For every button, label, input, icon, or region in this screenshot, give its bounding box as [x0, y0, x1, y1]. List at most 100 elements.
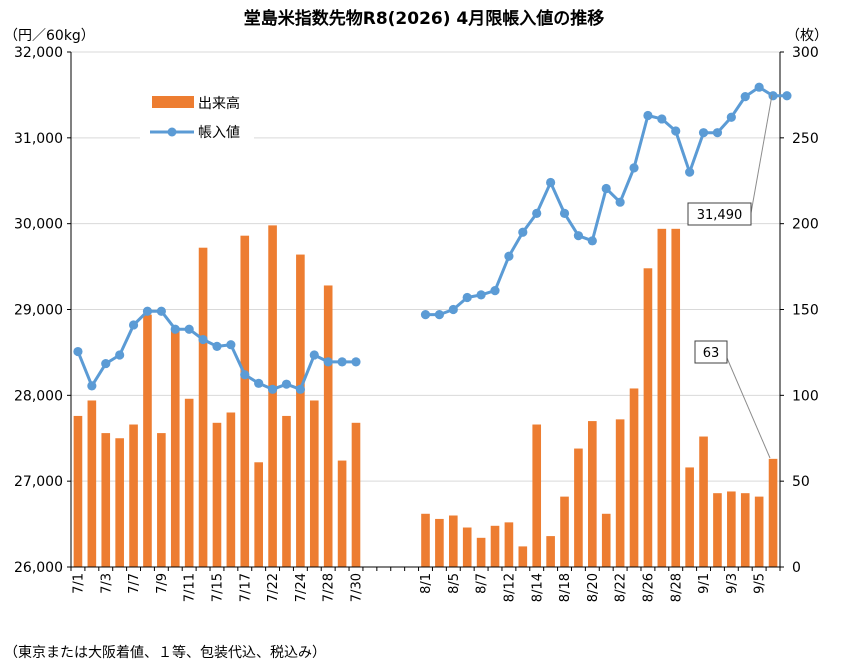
left-tick-label: 26,000 — [14, 560, 63, 576]
right-tick-label: 100 — [792, 388, 819, 404]
x-tick-label: 8/1 — [419, 573, 434, 594]
callout-volume-leader — [726, 357, 771, 459]
volume-bar — [727, 491, 736, 567]
price-point — [128, 320, 139, 330]
price-point — [559, 208, 570, 218]
x-tick-label: 7/3 — [99, 573, 114, 594]
price-point — [267, 384, 278, 394]
price-point — [615, 197, 625, 207]
x-tick-label: 7/22 — [266, 573, 281, 602]
left-tick-label: 30,000 — [14, 217, 63, 233]
x-tick-label: 8/7 — [475, 573, 490, 594]
price-point — [629, 163, 639, 173]
price-point — [115, 350, 125, 360]
volume-bar — [296, 254, 305, 568]
right-tick-label: 300 — [792, 45, 819, 61]
volume-bar — [740, 493, 750, 567]
callout-price-label: 31,490 — [697, 208, 743, 223]
volume-bar — [768, 458, 778, 567]
price-point — [323, 357, 333, 367]
volume-bar — [101, 433, 111, 567]
price-point — [768, 91, 778, 101]
x-tick-label: 7/30 — [350, 573, 365, 602]
price-point — [518, 227, 528, 237]
price-point — [73, 346, 83, 357]
x-tick-label: 9/5 — [753, 573, 768, 594]
price-point — [309, 350, 319, 360]
x-tick-label: 7/15 — [211, 573, 226, 602]
x-tick-label: 8/5 — [447, 573, 462, 594]
volume-bar — [198, 247, 208, 567]
volume-bar — [671, 228, 681, 568]
volume-bar — [588, 421, 597, 567]
callout-volume-label: 63 — [703, 346, 720, 361]
right-tick-label: 50 — [792, 474, 810, 490]
volume-bar — [143, 314, 152, 567]
price-point — [226, 340, 236, 350]
volume-bar — [157, 433, 166, 567]
price-point — [782, 91, 792, 101]
price-point — [254, 378, 264, 388]
callout-volume: 63 — [694, 340, 771, 459]
volume-bar — [615, 419, 625, 567]
price-point — [490, 286, 500, 296]
price-point — [420, 310, 431, 320]
right-tick-label: 250 — [792, 131, 819, 147]
left-tick-label: 29,000 — [14, 303, 63, 319]
price-point — [87, 381, 97, 391]
price-point — [671, 126, 681, 136]
price-point — [698, 128, 709, 138]
price-point — [212, 341, 222, 352]
legend-label-price: 帳入値 — [198, 125, 240, 141]
x-tick-label: 8/26 — [641, 573, 656, 602]
volume-bar — [504, 522, 514, 567]
price-point — [337, 357, 347, 367]
legend-marker-swatch — [167, 127, 177, 137]
price-point — [504, 251, 514, 261]
x-tick-label: 8/18 — [558, 573, 573, 602]
volume-bar — [226, 412, 236, 567]
x-tick-label: 8/14 — [530, 573, 545, 602]
volume-bar — [282, 415, 291, 567]
callout-price-leader — [750, 94, 773, 214]
price-point — [587, 236, 597, 246]
volume-bar — [448, 515, 458, 567]
volume-bar — [73, 415, 83, 567]
volume-bar — [115, 438, 124, 567]
volume-bar — [713, 493, 722, 567]
price-point — [434, 310, 445, 320]
price-point — [726, 112, 736, 122]
price-markers — [73, 82, 792, 394]
price-point — [198, 334, 208, 345]
x-tick-label: 7/28 — [322, 573, 337, 602]
price-point — [156, 306, 166, 316]
x-tick-label: 8/22 — [614, 573, 629, 602]
left-tick-label: 27,000 — [14, 474, 63, 490]
volume-bar — [560, 496, 569, 567]
callout-price-box — [687, 202, 752, 226]
x-axis-ticks: 7/1 7/3 7/7 7/9 7/11 7/15 7/17 7/22 7/24 7/28 7/30… — [72, 573, 768, 602]
price-point — [573, 231, 584, 241]
x-tick-label: 8/28 — [669, 573, 684, 602]
callout-volume-box — [694, 340, 728, 364]
volume-bar — [518, 546, 528, 567]
price-point — [685, 167, 695, 177]
left-axis-ticks: 26,000 27,000 28,000 29,000 30,000 31,000 32,0… — [14, 45, 63, 576]
left-tick-label: 32,000 — [14, 45, 63, 61]
axes — [67, 51, 784, 571]
left-tick-label: 31,000 — [14, 131, 63, 147]
volume-bar — [476, 537, 486, 567]
volume-bar — [574, 448, 583, 567]
price-point — [601, 183, 611, 194]
price-point — [643, 110, 653, 121]
x-tick-label: 7/24 — [294, 573, 309, 602]
volume-bar — [212, 422, 222, 567]
volume-bar — [532, 424, 542, 567]
volume-bar — [699, 436, 708, 567]
right-axis-ticks: 0 50 100 150 200 250 300 — [792, 45, 819, 576]
volume-bar — [546, 536, 555, 567]
right-tick-label: 200 — [792, 217, 819, 233]
x-tick-label: 7/17 — [238, 573, 253, 602]
x-tick-label: 7/11 — [183, 573, 198, 602]
